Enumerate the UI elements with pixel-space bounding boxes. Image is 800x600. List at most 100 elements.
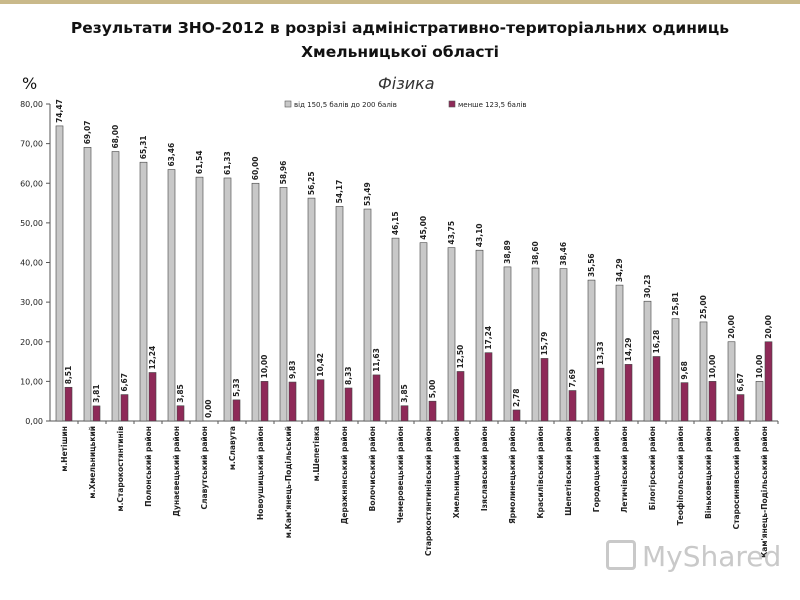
data-label: 5,33 [232, 378, 241, 397]
bar-series-1 [83, 147, 92, 422]
chart-subject-label: Фізика [378, 74, 435, 93]
data-label: 7,69 [568, 369, 577, 388]
data-label: 0,00 [204, 399, 213, 418]
bar-series-1 [223, 177, 232, 422]
legend-label-series-1: від 150,5 балів до 200 балів [294, 101, 397, 109]
slide-top-border [0, 0, 800, 4]
y-tick-label: 70,00 [20, 140, 43, 149]
x-category-label: Старосинявський район [732, 426, 741, 529]
data-label: 14,29 [624, 338, 633, 362]
bar-series-2 [176, 405, 185, 422]
bar-series-1 [419, 242, 428, 422]
data-label: 63,46 [167, 143, 176, 167]
data-label: 10,00 [755, 355, 764, 379]
bar-series-1 [447, 247, 456, 422]
x-category-label: Віньковецький район [704, 426, 713, 519]
bar-series-2 [428, 400, 437, 422]
x-category-label: Білогірський район [648, 426, 657, 510]
bar-series-2 [64, 386, 73, 422]
data-label: 45,00 [419, 216, 428, 240]
bar-series-1 [363, 208, 372, 422]
y-tick-label: 30,00 [20, 298, 43, 307]
data-label: 46,15 [391, 211, 400, 235]
x-category-label: Волочиський район [368, 426, 377, 511]
bar-series-1 [167, 169, 176, 422]
data-label: 2,78 [512, 388, 521, 407]
data-label: 5,00 [428, 380, 437, 399]
data-label: 3,81 [92, 384, 101, 403]
data-label: 3,85 [176, 384, 185, 403]
bar-series-2 [484, 352, 493, 422]
data-label: 16,28 [652, 330, 661, 354]
x-category-label: Красилівський район [536, 426, 545, 519]
data-label: 61,33 [223, 151, 232, 175]
data-label: 8,51 [64, 366, 73, 385]
data-label: 38,89 [503, 240, 512, 264]
data-label: 20,00 [764, 315, 773, 339]
data-label: 30,23 [643, 274, 652, 298]
bar-series-2 [400, 405, 409, 422]
bar-series-2 [92, 405, 101, 422]
data-label: 60,00 [251, 157, 260, 181]
bar-series-1 [195, 176, 204, 422]
data-label: 25,81 [671, 292, 680, 316]
x-category-label: Ізяславський район [480, 426, 489, 511]
bar-series-1 [755, 381, 764, 422]
bar-series-1 [727, 341, 736, 422]
y-tick-label: 10,00 [20, 377, 43, 386]
data-label: 69,07 [83, 121, 92, 145]
data-label: 6,67 [120, 373, 129, 392]
bar-series-1 [139, 161, 148, 422]
x-category-label: м.Славута [228, 426, 237, 470]
data-label: 43,10 [475, 223, 484, 247]
bar-series-2 [568, 390, 577, 422]
bar-series-2 [624, 364, 633, 422]
bar-series-2 [148, 372, 157, 422]
bar-series-2 [260, 381, 269, 422]
data-label: 10,00 [260, 355, 269, 379]
bar-series-1 [475, 249, 484, 422]
bar-series-1 [55, 125, 64, 422]
bar-series-1 [251, 182, 260, 422]
bar-series-2 [540, 358, 549, 422]
bar-series-1 [279, 187, 288, 422]
data-label: 38,60 [531, 241, 540, 265]
bar-series-2 [512, 409, 521, 422]
y-tick-label: 20,00 [20, 338, 43, 347]
bar-series-2 [344, 387, 353, 422]
bar-series-1 [699, 321, 708, 422]
x-category-label: м.Нетішин [60, 426, 69, 472]
bar-series-2 [652, 356, 661, 422]
bar-series-2 [232, 399, 241, 422]
data-label: 35,56 [587, 253, 596, 277]
data-label: 15,79 [540, 332, 549, 356]
data-label: 54,17 [335, 180, 344, 204]
bar-series-1 [643, 300, 652, 422]
data-label: 58,96 [279, 161, 288, 185]
data-label: 56,25 [307, 171, 316, 195]
data-label: 68,00 [111, 125, 120, 149]
chart-title-line-1: Результати ЗНО-2012 в розрізі адміністра… [70, 19, 730, 37]
bar-series-2 [680, 382, 689, 422]
legend-label-series-2: менше 123,5 балів [458, 101, 527, 109]
data-label: 53,49 [363, 182, 372, 206]
x-category-label: Кам'янець-Подільський район [760, 426, 769, 558]
data-label: 3,85 [400, 384, 409, 403]
x-category-label: Городоцький район [592, 426, 601, 512]
data-label: 10,42 [316, 353, 325, 377]
y-tick-label: 50,00 [20, 219, 43, 228]
y-tick-label: 0,00 [25, 417, 43, 426]
x-category-label: Теофіпольський район [676, 426, 685, 525]
data-label: 17,24 [484, 326, 493, 350]
bar-series-1 [391, 237, 400, 422]
bar-series-2 [372, 374, 381, 422]
y-axis-unit-label: % [22, 74, 38, 93]
x-category-label: м.Хмельницький [88, 426, 97, 499]
x-category-label: м.Шепетівка [312, 426, 321, 481]
bar-series-2 [288, 381, 297, 422]
data-label: 13,33 [596, 341, 605, 365]
presentation-icon [606, 540, 636, 570]
watermark-text: MyShared [642, 540, 782, 573]
x-category-label: Новоушицький район [256, 426, 265, 520]
